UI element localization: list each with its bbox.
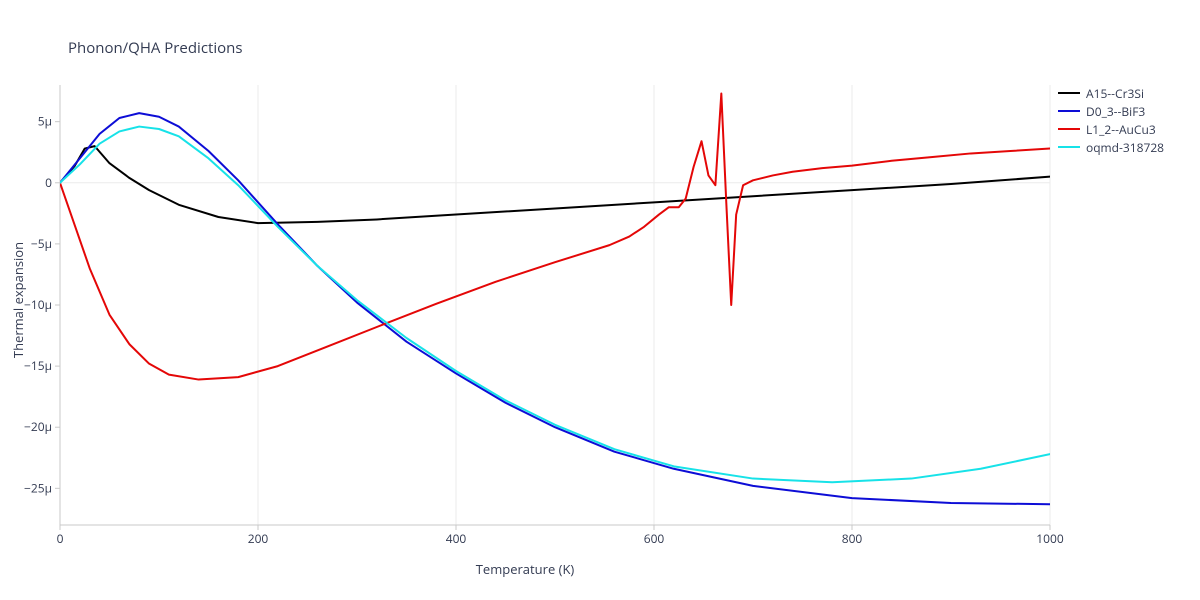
legend-item[interactable]: oqmd-318728 <box>1058 138 1164 156</box>
legend-item[interactable]: L1_2--AuCu3 <box>1058 120 1164 138</box>
x-tick-label: 600 <box>644 530 665 547</box>
x-tick-label: 800 <box>842 530 863 547</box>
legend: A15--Cr3SiD0_3--BiF3L1_2--AuCu3oqmd-3187… <box>1058 84 1164 156</box>
x-tick-label: 400 <box>446 530 467 547</box>
legend-label: D0_3--BiF3 <box>1086 103 1145 120</box>
series-line <box>60 113 1050 504</box>
legend-item[interactable]: D0_3--BiF3 <box>1058 102 1164 120</box>
legend-swatch <box>1058 110 1080 112</box>
line-chart: 0 200 400 600 800 1000 −25μ −20μ −15μ −10μ −5μ 0 5μ <box>0 0 1200 600</box>
y-tick-label: −10μ <box>24 296 52 313</box>
y-tick-label: −15μ <box>24 357 52 374</box>
legend-swatch <box>1058 92 1080 94</box>
legend-label: L1_2--AuCu3 <box>1086 121 1156 138</box>
legend-label: A15--Cr3Si <box>1086 85 1144 102</box>
x-tick-label: 200 <box>248 530 269 547</box>
y-tick-label: −25μ <box>24 479 52 496</box>
legend-item[interactable]: A15--Cr3Si <box>1058 84 1164 102</box>
y-tick-label: −5μ <box>31 235 52 252</box>
x-tick-label: 1000 <box>1036 530 1064 547</box>
series-line <box>60 94 1050 380</box>
y-tick-label: 0 <box>45 174 52 191</box>
series-line <box>60 127 1050 483</box>
legend-swatch <box>1058 146 1080 148</box>
y-tick-label: 5μ <box>38 113 52 130</box>
legend-label: oqmd-318728 <box>1086 139 1164 156</box>
y-tick-label: −20μ <box>24 418 52 435</box>
x-tick-label: 0 <box>57 530 64 547</box>
legend-swatch <box>1058 128 1080 130</box>
